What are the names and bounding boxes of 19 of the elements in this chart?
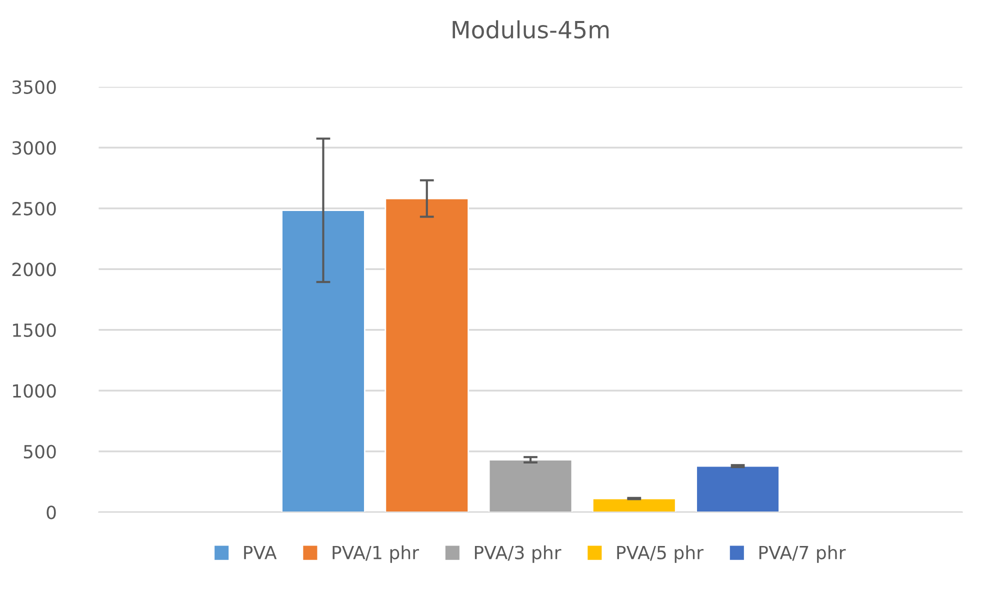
legend-label: PVA/7 phr (759, 545, 846, 563)
legend-label: PVA/5 phr (617, 545, 704, 563)
bar (281, 210, 366, 512)
y-tick-label: 1500 (13, 323, 56, 337)
bar (488, 459, 573, 512)
y-tick-label: 3500 (12, 80, 56, 94)
bar (592, 498, 676, 512)
y-tick-label: 3000 (12, 141, 56, 155)
bar (384, 198, 470, 512)
y-tick-label: 2000 (12, 262, 56, 276)
legend-label: PVA (244, 546, 277, 560)
legend-label: PVA/1 phr (332, 545, 420, 563)
y-tick-label: 0 (46, 506, 56, 520)
bar (696, 465, 780, 512)
y-tick-label: 2500 (12, 202, 56, 216)
chart-title: Modulus-45m (452, 20, 609, 39)
y-tick-label: 500 (24, 444, 56, 459)
legend-label: PVA/3 phr (474, 545, 562, 563)
y-tick-label: 1000 (13, 384, 56, 398)
